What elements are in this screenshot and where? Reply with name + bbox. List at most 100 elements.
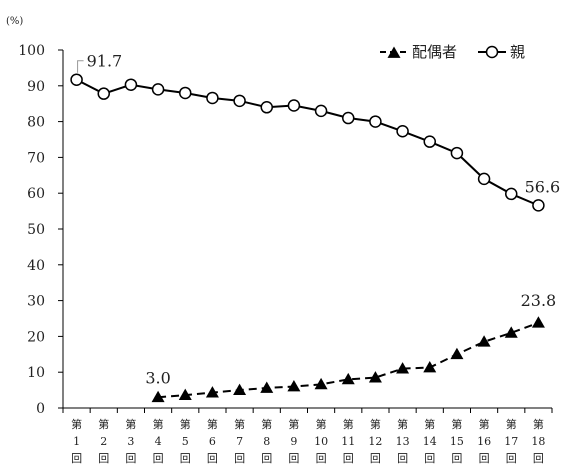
category-bottom-char: 回: [316, 452, 327, 465]
x-category-label: 第 15 回: [450, 417, 464, 465]
data-point: [205, 386, 219, 398]
category-bottom-char: 回: [261, 452, 272, 465]
data-point: [396, 125, 409, 138]
data-point: [314, 104, 328, 118]
category-top-char: 第: [343, 417, 354, 431]
x-category-label: 第 9 回: [288, 417, 299, 465]
data-point: [97, 87, 110, 100]
category-bottom-char: 回: [451, 452, 462, 465]
data-point: [287, 380, 301, 392]
series-spouse: [151, 316, 545, 403]
data-point: [124, 78, 138, 91]
data-label: 3.0: [145, 368, 170, 387]
x-category-label: 第 6 回: [207, 417, 218, 465]
category-number: 7: [236, 435, 243, 448]
data-point: [179, 86, 192, 100]
data-point: [423, 135, 436, 148]
category-top-char: 第: [397, 417, 408, 431]
category-top-char: 第: [424, 417, 435, 431]
category-top-char: 第: [153, 417, 164, 431]
y-tick-label: 0: [36, 401, 45, 417]
legend-label: 配偶者: [412, 43, 457, 61]
category-number: 16: [477, 435, 491, 448]
x-category-label: 第 14 回: [423, 417, 437, 465]
y-tick-label: 40: [27, 258, 45, 274]
category-bottom-char: 回: [288, 452, 299, 465]
category-top-char: 第: [316, 417, 327, 431]
category-bottom-char: 回: [533, 452, 544, 465]
category-bottom-char: 回: [424, 452, 435, 465]
y-tick-label: 80: [27, 115, 45, 131]
data-label-leader: [77, 60, 84, 73]
data-point: [260, 381, 274, 393]
y-tick-label: 60: [27, 186, 45, 202]
data-point: [233, 383, 247, 395]
data-point: [206, 91, 219, 105]
category-number: 9: [290, 435, 297, 448]
category-top-char: 第: [71, 417, 82, 431]
x-category-label: 第 10 回: [314, 417, 328, 465]
category-number: 8: [263, 435, 270, 448]
y-unit-label: (%): [6, 16, 23, 27]
category-number: 17: [504, 435, 518, 448]
category-bottom-char: 回: [71, 452, 82, 465]
data-point: [423, 361, 437, 373]
category-bottom-char: 回: [153, 452, 164, 465]
category-top-char: 第: [288, 417, 299, 431]
category-top-char: 第: [370, 417, 381, 431]
category-top-char: 第: [479, 417, 490, 431]
data-point: [450, 347, 464, 360]
x-category-label: 第 3 回: [125, 417, 136, 465]
y-tick-label: 70: [27, 150, 45, 166]
data-point: [341, 372, 355, 385]
legend: 配偶者 親: [380, 43, 525, 61]
data-point: [151, 83, 165, 96]
x-category-label: 第 11 回: [341, 417, 355, 465]
category-top-char: 第: [451, 417, 462, 431]
data-point: [396, 362, 410, 374]
category-number: 18: [531, 435, 545, 448]
category-bottom-char: 回: [98, 452, 109, 465]
x-category-label: 第 4 回: [153, 417, 164, 465]
y-tick-label: 90: [27, 79, 45, 95]
data-point: [368, 371, 382, 383]
legend-marker: [387, 46, 401, 58]
category-top-char: 第: [234, 417, 245, 431]
series-parent: [70, 73, 545, 212]
legend-item-spouse: 配偶者: [380, 43, 457, 61]
data-point: [342, 111, 355, 125]
data-point: [477, 172, 491, 186]
y-tick-label: 30: [27, 294, 45, 310]
category-number: 5: [182, 435, 189, 448]
category-number: 12: [368, 435, 382, 448]
x-category-label: 第 5 回: [180, 417, 191, 465]
category-number: 10: [314, 435, 328, 448]
series-layer: 91.7 56.6 3.0 23.8: [70, 52, 561, 403]
category-number: 15: [450, 435, 464, 448]
x-category-label: 第 8 回: [261, 417, 272, 465]
category-bottom-char: 回: [479, 452, 490, 465]
category-number: 1: [73, 435, 80, 448]
data-point: [504, 326, 518, 338]
data-point: [505, 187, 518, 201]
y-tick-label: 100: [18, 43, 45, 59]
category-number: 14: [423, 435, 437, 448]
data-point: [531, 316, 545, 328]
x-category-label: 第 2 回: [98, 417, 109, 465]
data-point: [151, 390, 165, 403]
category-bottom-char: 回: [180, 452, 191, 465]
data-label: 91.7: [87, 52, 123, 71]
data-label: 23.8: [521, 291, 557, 310]
data-point: [178, 388, 192, 400]
category-top-char: 第: [180, 417, 191, 431]
data-label: 56.6: [525, 177, 561, 196]
y-tick-label: 10: [27, 365, 45, 381]
x-category-label: 第 16 回: [477, 417, 491, 465]
data-point: [450, 146, 464, 160]
category-bottom-char: 回: [506, 452, 517, 465]
data-point: [260, 101, 273, 114]
legend-label: 親: [510, 43, 525, 61]
category-bottom-char: 回: [370, 452, 381, 465]
data-point: [532, 199, 545, 212]
data-point: [477, 335, 491, 347]
